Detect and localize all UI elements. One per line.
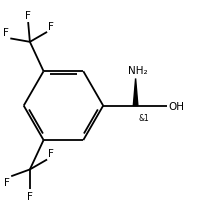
Text: F: F <box>48 22 54 32</box>
Text: &1: &1 <box>138 114 149 122</box>
Text: F: F <box>4 177 10 187</box>
Polygon shape <box>133 79 138 106</box>
Text: F: F <box>25 11 31 21</box>
Text: F: F <box>48 149 54 159</box>
Text: F: F <box>3 28 9 38</box>
Text: OH: OH <box>168 101 184 111</box>
Text: NH₂: NH₂ <box>128 66 148 76</box>
Text: F: F <box>27 191 33 201</box>
